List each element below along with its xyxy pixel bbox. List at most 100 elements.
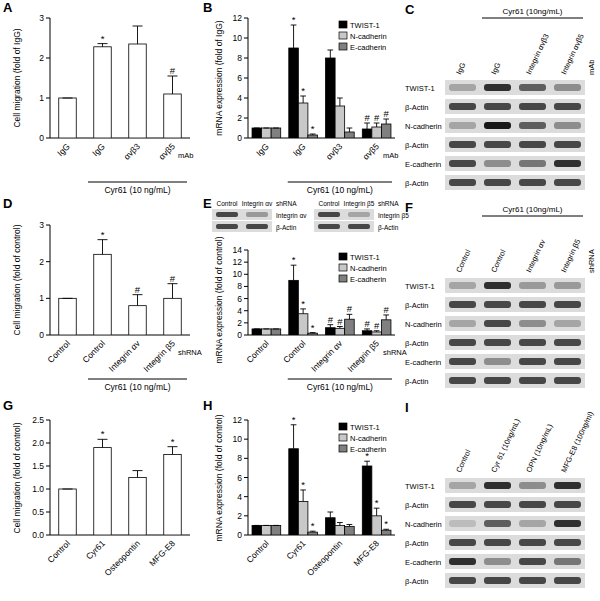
error-bar — [98, 44, 108, 47]
band — [449, 539, 476, 546]
significance: # — [384, 304, 390, 315]
y-tick — [244, 535, 248, 536]
band — [554, 577, 581, 584]
x-tick-label: αvβ5 — [157, 141, 178, 162]
blot-strip — [445, 118, 585, 133]
lane-label: Integrin αv — [242, 200, 273, 208]
error-bar — [300, 490, 306, 502]
y-tick-label: 10 — [233, 33, 243, 43]
y-tick — [244, 477, 248, 478]
bar — [59, 489, 77, 535]
band — [484, 141, 511, 148]
lane-label: Control — [319, 200, 341, 207]
y-tick-label: 8 — [237, 453, 242, 463]
band — [348, 212, 370, 217]
error-bar — [264, 328, 270, 329]
significance: * — [101, 229, 105, 240]
y-tick-label: 1.5 — [32, 461, 44, 471]
y-tick-label: 1 — [39, 93, 44, 103]
y-tick — [244, 58, 248, 59]
band — [449, 320, 476, 327]
group-label: Cyr61 (10 ng/mL) — [307, 185, 373, 195]
error-bar — [291, 265, 297, 280]
y-tick — [46, 58, 50, 59]
x-tick-label: Control — [244, 538, 271, 565]
band — [484, 577, 511, 584]
panel-letter: I — [405, 400, 409, 415]
band — [519, 339, 546, 346]
band — [554, 282, 581, 289]
band — [484, 84, 511, 91]
bar — [345, 526, 355, 535]
x-tick-label: Osteopontin — [102, 538, 142, 578]
bar — [298, 314, 308, 335]
significance: * — [384, 518, 388, 529]
x-axis-suffix: shRNA — [178, 348, 202, 357]
legend-swatch — [339, 253, 347, 260]
y-axis-label: Cell migration (fold of control) — [12, 422, 22, 533]
bar — [372, 127, 382, 138]
error-bar — [63, 298, 73, 299]
error-bar — [347, 314, 353, 319]
error-bar — [254, 328, 260, 329]
error-bar — [291, 425, 297, 449]
band — [484, 339, 511, 346]
panel: BmRNA expression (fold of IgG)024681012*… — [203, 0, 398, 195]
bar — [289, 48, 299, 138]
blot-strip — [445, 137, 585, 152]
band — [484, 377, 511, 384]
y-tick-label: 0.0 — [32, 530, 44, 540]
western-blot: CCyr61 (10ng/mL)IgGIgGIntegrin αvβ3Integ… — [405, 2, 596, 190]
row-label: Integrin αv — [276, 212, 307, 220]
marks — [252, 425, 391, 535]
row-label: β-Actin — [405, 577, 429, 586]
band — [554, 339, 581, 346]
blot-strip — [445, 99, 585, 114]
error-bar — [273, 128, 279, 129]
bar — [164, 94, 182, 138]
legend-label: TWIST-1 — [350, 253, 380, 262]
panel-letter: H — [203, 398, 212, 413]
blot-strip — [445, 80, 585, 95]
panel: GCell migration (fold of control)0.00.51… — [3, 398, 190, 578]
y-tick-label: 3 — [39, 220, 44, 230]
band — [519, 84, 546, 91]
band — [519, 482, 546, 489]
y-tick-label: 4 — [237, 306, 242, 316]
y-axis — [50, 420, 51, 535]
error-bar — [273, 328, 279, 329]
significance: * — [375, 497, 379, 508]
bar — [345, 132, 355, 138]
band — [519, 160, 546, 167]
blot-header: Cyr61 (10ng/mL) — [502, 205, 562, 214]
x-tick-label: αvβ3 — [122, 141, 143, 162]
significance: # — [374, 112, 380, 123]
y-tick — [46, 298, 50, 299]
legend-label: E-cadherin — [350, 275, 386, 284]
bar — [362, 129, 372, 138]
error-bar — [327, 325, 333, 328]
y-tick — [46, 18, 50, 19]
marks — [59, 439, 182, 535]
bar — [164, 298, 182, 335]
y-tick-label: 0 — [39, 330, 44, 340]
band — [449, 141, 476, 148]
y-axis-label: Cell migration (fold of control) — [12, 224, 22, 335]
blot-strip — [445, 573, 585, 588]
band — [484, 179, 511, 186]
band — [216, 212, 238, 217]
band — [554, 501, 581, 508]
x-axis-suffix: shRNA — [383, 348, 407, 357]
significance: * — [311, 520, 315, 531]
y-tick-label: 2 — [237, 318, 242, 328]
band — [519, 558, 546, 565]
band — [449, 103, 476, 110]
blot-strip — [445, 278, 585, 293]
x-tick-label: Control — [80, 338, 107, 365]
blot-strip — [212, 209, 272, 220]
x-axis-suffix: mAb — [383, 151, 398, 160]
lane-suffix: shRNA — [378, 200, 399, 207]
blot-strip — [445, 354, 585, 369]
x-tick-label: MFG-E8 — [147, 538, 177, 568]
bar — [129, 44, 147, 138]
